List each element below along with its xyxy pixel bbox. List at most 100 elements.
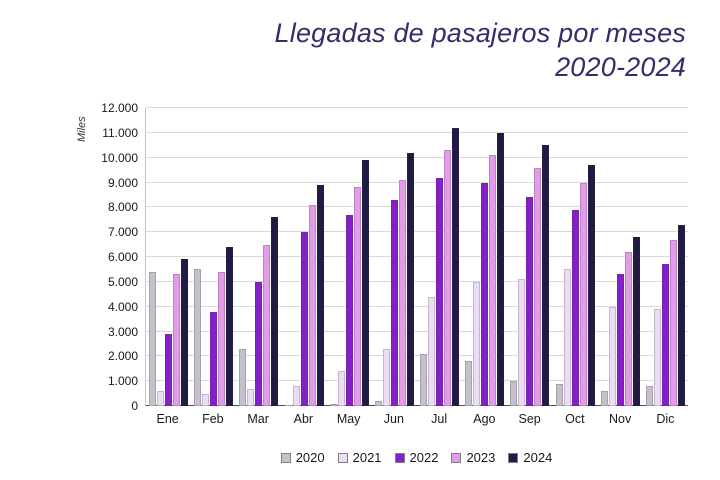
bar-2023-jul <box>444 150 452 406</box>
bar-2024-ago <box>497 132 505 406</box>
bar-2023-jun <box>398 180 406 406</box>
legend-swatch-2024 <box>508 452 519 463</box>
bar-2023-ene <box>173 274 181 406</box>
plot-area <box>145 107 688 406</box>
bar-2022-jun <box>390 199 398 406</box>
legend-item-2024: 2024 <box>508 450 552 465</box>
bar-group-jun <box>372 108 417 406</box>
y-tick-label: 11.000 <box>102 125 138 140</box>
x-tick-label-ene: Ene <box>156 412 179 426</box>
bar-2024-ene <box>181 259 189 406</box>
y-tick-label: 8.000 <box>107 200 138 215</box>
bar-2021-mar <box>247 388 255 406</box>
gridline <box>146 206 688 208</box>
bar-group-mar <box>236 108 281 406</box>
legend-swatch-2022 <box>394 452 405 463</box>
gridline <box>146 280 688 282</box>
bar-2024-oct <box>587 165 595 406</box>
y-tick-labels: 0 1.000 2.000 3.000 4.000 5.000 6.000 7.000 8.00… <box>0 101 138 413</box>
legend-swatch-2021 <box>337 452 348 463</box>
bar-groups <box>146 108 688 406</box>
x-tick-label-may: May <box>336 412 361 426</box>
bar-group-abr <box>282 108 327 406</box>
legend-label-2020: 2020 <box>295 450 325 465</box>
chart-title-line2: 2020-2024 <box>555 52 686 82</box>
bar-2020-dic <box>645 386 653 406</box>
legend-label-2022: 2022 <box>409 450 439 465</box>
gridline <box>146 131 688 133</box>
bar-2023-oct <box>579 182 587 406</box>
bar-2023-mar <box>263 244 271 406</box>
legend-item-2022: 2022 <box>394 450 439 465</box>
bar-2023-may <box>353 187 361 406</box>
gridline <box>146 231 688 233</box>
legend-swatch-2023 <box>451 452 462 463</box>
bar-2020-may <box>329 403 337 406</box>
x-tick-label-abr: Abr <box>293 412 314 426</box>
bar-2023-sep <box>534 167 542 406</box>
bar-2020-ago <box>465 361 473 406</box>
x-tick-label-feb: Feb <box>202 412 224 426</box>
bar-2023-abr <box>308 204 316 406</box>
bar-2021-feb <box>202 393 210 406</box>
bar-2022-ago <box>481 182 489 406</box>
bar-2021-jul <box>428 296 436 406</box>
y-tick-label: 10.000 <box>101 150 138 165</box>
x-tick-label-mar: Mar <box>247 412 269 426</box>
bar-group-oct <box>553 108 598 406</box>
bar-2024-sep <box>542 145 550 406</box>
gridline <box>146 380 688 382</box>
gridline <box>146 355 688 357</box>
bar-2022-abr <box>300 232 308 406</box>
bar-group-dic <box>643 108 688 406</box>
bar-2024-may <box>361 160 369 406</box>
bar-2023-dic <box>669 239 677 406</box>
bar-2021-may <box>337 371 345 406</box>
bar-2021-abr <box>292 386 300 406</box>
bar-2022-ene <box>165 333 173 406</box>
x-tick-label-nov: Nov <box>609 412 632 426</box>
x-tick-label-jul: Jul <box>431 412 448 426</box>
bar-2022-nov <box>616 274 624 406</box>
bar-2024-dic <box>677 224 685 406</box>
x-tick-label-sep: Sep <box>518 412 541 426</box>
bar-2021-oct <box>563 269 571 406</box>
bar-group-ago <box>462 108 507 406</box>
bar-2023-nov <box>624 252 632 406</box>
bar-2024-jun <box>406 152 414 406</box>
bar-2023-ago <box>489 155 497 406</box>
legend-label-2024: 2024 <box>523 450 553 465</box>
bar-group-sep <box>507 108 552 406</box>
y-tick-label: 4.000 <box>107 299 138 314</box>
bar-2021-nov <box>608 306 616 406</box>
chart-title-line1: Llegadas de pasajeros por meses <box>274 18 686 48</box>
gridline <box>146 181 688 183</box>
legend-swatch-2020 <box>280 452 291 463</box>
bar-2022-may <box>345 214 353 406</box>
chart-title: Llegadas de pasajeros por meses 2020-202… <box>275 16 686 84</box>
bar-2020-jul <box>420 353 428 406</box>
y-tick-label: 1.000 <box>107 374 138 389</box>
gridline <box>146 256 688 257</box>
bar-2020-jun <box>374 401 382 406</box>
bar-2022-feb <box>210 311 218 406</box>
gridline <box>146 305 688 307</box>
bar-2021-jun <box>382 348 390 406</box>
gridline <box>146 107 688 108</box>
bar-2024-feb <box>226 247 234 406</box>
y-tick-label: 7.000 <box>107 225 138 240</box>
bar-2020-sep <box>510 381 518 406</box>
bar-2022-oct <box>571 209 579 406</box>
bar-group-feb <box>191 108 236 406</box>
bar-2022-mar <box>255 281 263 406</box>
bar-2022-sep <box>526 197 534 406</box>
x-tick-label-dic: Dic <box>656 412 675 426</box>
legend-item-2023: 2023 <box>451 450 495 465</box>
legend-item-2021: 2021 <box>337 450 382 465</box>
x-tick-label-oct: Oct <box>565 412 585 426</box>
legend: 2020 2021 2022 2023 2024 <box>145 450 688 465</box>
bar-2022-dic <box>661 264 669 406</box>
bar-2021-dic <box>653 309 661 406</box>
bar-2020-mar <box>239 348 247 406</box>
